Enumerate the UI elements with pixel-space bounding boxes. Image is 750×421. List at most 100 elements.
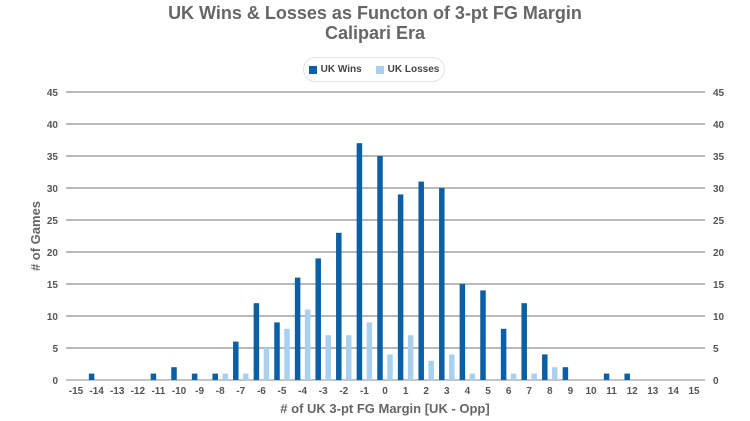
x-tick-label: -14 <box>89 386 104 397</box>
y-tick-label-left: 15 <box>47 280 59 291</box>
bar-wins <box>603 373 610 380</box>
bar-losses <box>243 373 249 380</box>
y-tick-label-right: 30 <box>713 184 725 195</box>
bar-wins <box>418 181 424 380</box>
x-tick-label: 0 <box>382 386 388 397</box>
x-tick-label: -8 <box>216 386 225 397</box>
legend-label-losses: UK Losses <box>387 64 440 75</box>
y-tick-label-left: 35 <box>47 152 59 163</box>
x-tick-label: 8 <box>547 386 553 397</box>
bar-losses <box>325 335 331 380</box>
bar-wins <box>171 367 177 380</box>
y-tick-label-left: 20 <box>47 248 59 259</box>
bar-wins <box>233 341 239 380</box>
bar-wins <box>624 373 630 380</box>
bar-losses <box>366 322 373 380</box>
x-tick-label: 13 <box>647 386 659 397</box>
y-tick-label-right: 0 <box>713 376 719 387</box>
y-tick-label-right: 20 <box>713 248 725 259</box>
y-tick-label-right: 25 <box>713 216 725 227</box>
bar-losses <box>222 373 228 380</box>
bar-wins <box>88 373 95 380</box>
y-tick-label-left: 30 <box>47 184 59 195</box>
y-tick-label-right: 45 <box>713 88 725 99</box>
bar-losses <box>346 335 352 380</box>
chart-subtitle: Calipari Era <box>324 23 426 43</box>
x-tick-label: 15 <box>688 386 700 397</box>
y-tick-label-right: 35 <box>713 152 725 163</box>
x-tick-label: -15 <box>69 386 84 397</box>
x-tick-label: -13 <box>110 386 125 397</box>
y-tick-label-left: 5 <box>52 344 58 355</box>
x-tick-label: 6 <box>506 386 512 397</box>
x-tick-label: 12 <box>627 386 639 397</box>
x-tick-label: -9 <box>195 386 204 397</box>
x-axis-label: # of UK 3-pt FG Margin [UK - Opp] <box>280 401 489 416</box>
x-tick-label: -5 <box>278 386 287 397</box>
bar-wins <box>274 322 280 380</box>
bar-losses <box>510 373 517 380</box>
chart-title: UK Wins & Losses as Functon of 3-pt FG M… <box>168 3 582 23</box>
bar-losses <box>552 367 558 380</box>
x-tick-label: 2 <box>423 386 429 397</box>
x-tick-label: 10 <box>585 386 597 397</box>
x-tick-label: -1 <box>360 386 369 397</box>
legend-swatch-wins <box>308 65 317 74</box>
bar-wins <box>480 290 486 380</box>
x-tick-label: -11 <box>151 386 165 397</box>
y-tick-label-right: 5 <box>713 344 719 355</box>
x-tick-label: 1 <box>403 386 409 397</box>
bar-wins <box>500 328 507 380</box>
bar-wins <box>377 156 383 380</box>
bar-losses <box>304 309 311 380</box>
x-tick-label: 4 <box>465 386 471 397</box>
y-tick-label-left: 10 <box>47 312 59 323</box>
x-tick-label: 11 <box>606 386 617 397</box>
legend-label-wins: UK Wins <box>320 64 362 75</box>
y-tick-label-left: 0 <box>52 376 58 387</box>
bar-losses <box>407 335 414 380</box>
y-tick-label-left: 25 <box>47 216 59 227</box>
bar-wins <box>439 188 445 380</box>
bar-wins <box>356 143 363 380</box>
y-axis-label: # of Games <box>28 201 43 271</box>
legend-item-losses[interactable]: UK Losses <box>375 64 440 75</box>
bar-losses <box>531 373 537 380</box>
bar-wins <box>521 303 527 380</box>
bar-wins <box>253 303 260 380</box>
x-tick-label: 5 <box>485 386 491 397</box>
x-tick-label: -3 <box>319 386 328 397</box>
legend-item-wins[interactable]: UK Wins <box>308 64 362 75</box>
x-tick-label: -6 <box>257 386 266 397</box>
x-tick-label: 14 <box>668 386 680 397</box>
x-tick-label: 7 <box>526 386 532 397</box>
bar-losses <box>263 348 270 380</box>
y-tick-label-right: 10 <box>713 312 725 323</box>
x-tick-label: -12 <box>131 386 146 397</box>
bar-wins <box>459 284 466 380</box>
bar-wins <box>191 373 198 380</box>
x-tick-label: -10 <box>172 386 187 397</box>
y-tick-label-left: 45 <box>47 88 59 99</box>
bar-losses <box>428 360 434 380</box>
legend-swatch-losses <box>375 65 384 74</box>
y-tick-label-right: 15 <box>713 280 725 291</box>
y-tick-label-right: 40 <box>713 120 725 131</box>
bar-wins <box>315 258 321 380</box>
bar-wins <box>294 277 301 380</box>
y-tick-label-left: 40 <box>47 120 59 131</box>
x-tick-label: -2 <box>339 386 348 397</box>
x-tick-label: -4 <box>298 386 307 397</box>
chart-legend: UK Wins UK Losses <box>303 57 445 82</box>
x-tick-label: 3 <box>444 386 450 397</box>
bar-losses <box>449 354 455 380</box>
bar-wins <box>542 354 548 380</box>
bar-wins <box>336 232 342 380</box>
x-tick-label: -7 <box>236 386 245 397</box>
x-tick-label: 9 <box>568 386 574 397</box>
bar-losses <box>469 373 476 380</box>
bar-losses <box>284 328 290 380</box>
bar-wins <box>212 373 218 380</box>
bar-losses <box>387 354 393 380</box>
